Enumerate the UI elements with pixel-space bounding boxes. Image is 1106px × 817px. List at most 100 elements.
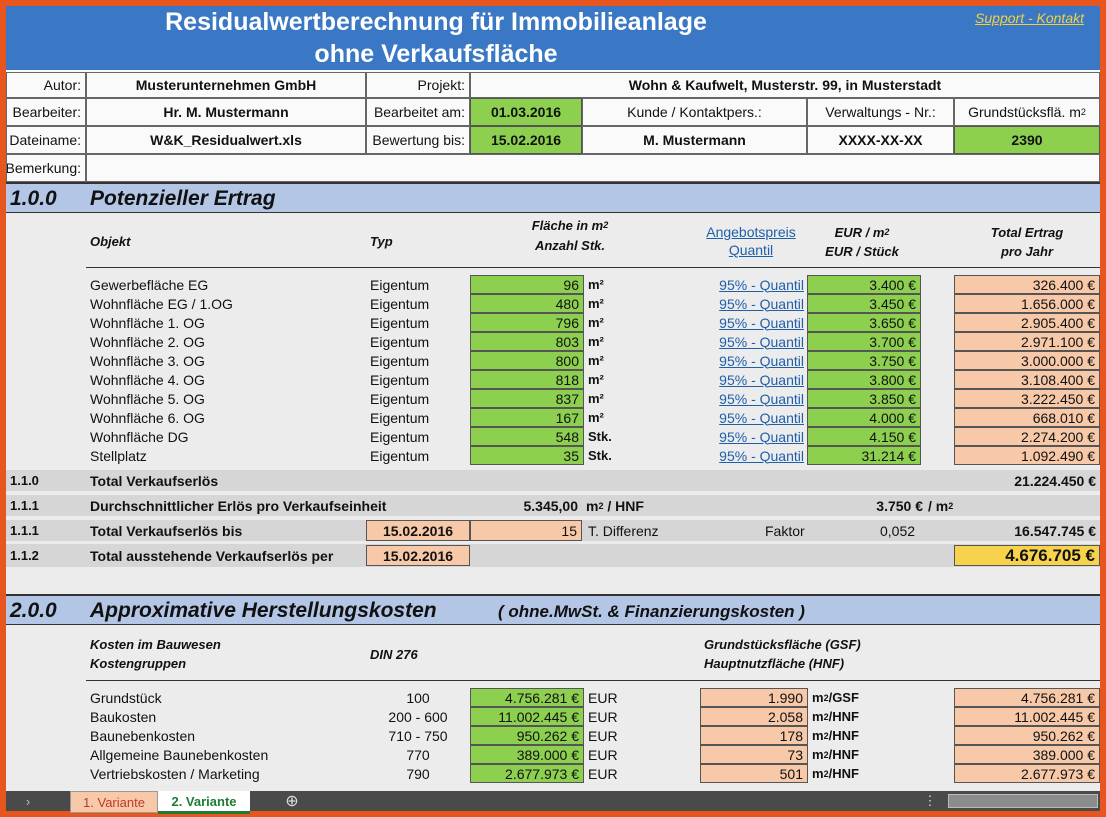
quantil-link[interactable]: 95% - Quantil	[719, 333, 804, 350]
kosten-currency: EUR	[588, 689, 618, 706]
sheet-tab-bar: › 1. Variante 2. Variante ⊕ ⋮	[6, 791, 1100, 814]
objekt-einheit: m²	[588, 334, 604, 349]
kosten-pro-flaeche: 2.058	[700, 707, 808, 726]
col-quantil-header[interactable]: Quantil	[728, 242, 774, 258]
kosten-total: 4.756.281 €	[954, 688, 1100, 707]
aus-label: Total ausstehende Verkaufserlös per	[90, 547, 334, 564]
kosten-currency: EUR	[588, 746, 618, 763]
col-kosten-header: Kosten im Bauwesen	[90, 636, 221, 652]
objekt-typ: Eigentum	[370, 295, 430, 312]
objekt-menge[interactable]: 548	[470, 427, 584, 446]
section-1-header: 1.0.0 Potenzieller Ertrag	[6, 182, 1100, 213]
kunde-value[interactable]: M. Mustermann	[582, 126, 807, 154]
kosten-din: 100	[406, 689, 430, 706]
kosten-unit: m 2/HNF	[812, 747, 859, 762]
col-angebot-header[interactable]: Angebotspreis	[706, 224, 796, 240]
tab-scroll-right-icon[interactable]: ›	[25, 793, 31, 809]
objekt-menge[interactable]: 96	[470, 275, 584, 294]
horizontal-scrollbar[interactable]	[946, 791, 1100, 811]
objekt-menge[interactable]: 796	[470, 313, 584, 332]
quantil-link[interactable]: 95% - Quantil	[719, 314, 804, 331]
objekt-preis[interactable]: 3.450 €	[807, 294, 921, 313]
objekt-einheit: m²	[588, 353, 604, 368]
quantil-link[interactable]: 95% - Quantil	[719, 428, 804, 445]
objekt-total: 2.971.100 €	[954, 332, 1100, 351]
objekt-preis[interactable]: 3.400 €	[807, 275, 921, 294]
objekt-preis[interactable]: 4.150 €	[807, 427, 921, 446]
sheet-header: Residualwertberechnung für Immobilieanla…	[6, 6, 1100, 70]
objekt-einheit: Stk.	[588, 429, 612, 444]
quantil-link[interactable]: 95% - Quantil	[719, 352, 804, 369]
quantil-link[interactable]: 95% - Quantil	[719, 390, 804, 407]
tab-variante-1[interactable]: 1. Variante	[70, 791, 158, 813]
avg-erloes-row: 1.1.1 Durchschnittlicher Erlös pro Verka…	[6, 495, 1100, 516]
kosten-betrag[interactable]: 4.756.281 €	[470, 688, 584, 707]
objekt-preis[interactable]: 3.650 €	[807, 313, 921, 332]
quantil-link[interactable]: 95% - Quantil	[719, 371, 804, 388]
objekt-menge[interactable]: 800	[470, 351, 584, 370]
kosten-total: 389.000 €	[954, 745, 1100, 764]
avg-num: 1.1.1	[10, 498, 39, 513]
bearbeiter-value[interactable]: Hr. M. Mustermann	[86, 98, 366, 126]
kosten-pro-flaeche: 73	[700, 745, 808, 764]
kosten-name: Vertriebskosten / Marketing	[90, 765, 260, 782]
bis-label: Total Verkaufserlös bis	[90, 522, 243, 539]
autor-value[interactable]: Musterunternehmen GmbH	[86, 72, 366, 98]
bearbeiter-label: Bearbeiter:	[6, 98, 86, 126]
kosten-betrag[interactable]: 389.000 €	[470, 745, 584, 764]
section-2-subtitle: ( ohne.MwSt. & Finanzierungskosten )	[498, 602, 805, 621]
bearbeitet-date[interactable]: 01.03.2016	[470, 98, 582, 126]
kosten-din: 790	[406, 765, 430, 782]
kosten-unit: m 2/GSF	[812, 690, 859, 705]
kosten-unit: m 2/HNF	[812, 728, 859, 743]
aus-num: 1.1.2	[10, 548, 39, 563]
objekt-name: Wohnfläche 1. OG	[90, 314, 205, 331]
section-2-header: 2.0.0 Approximative Herstellungskosten (…	[6, 594, 1100, 625]
aus-date[interactable]: 15.02.2016	[366, 545, 470, 566]
kosten-betrag[interactable]: 11.002.445 €	[470, 707, 584, 726]
grundstueck-value[interactable]: 2390	[954, 126, 1100, 154]
objekt-menge[interactable]: 480	[470, 294, 584, 313]
sheet-title-line2: ohne Verkaufsfläche	[314, 40, 558, 68]
verwaltung-value[interactable]: XXXX-XX-XX	[807, 126, 954, 154]
objekt-preis[interactable]: 3.850 €	[807, 389, 921, 408]
objekt-preis[interactable]: 31.214 €	[807, 446, 921, 465]
bewertung-date[interactable]: 15.02.2016	[470, 126, 582, 154]
dateiname-value[interactable]: W&K_Residualwert.xls	[86, 126, 366, 154]
avg-price: 3.750 €	[876, 497, 923, 514]
objekt-name: Wohnfläche 2. OG	[90, 333, 205, 350]
kosten-currency: EUR	[588, 727, 618, 744]
objekt-preis[interactable]: 4.000 €	[807, 408, 921, 427]
more-options-icon[interactable]: ⋮	[923, 793, 937, 808]
quantil-link[interactable]: 95% - Quantil	[719, 276, 804, 293]
objekt-preis[interactable]: 3.750 €	[807, 351, 921, 370]
quantil-link[interactable]: 95% - Quantil	[719, 409, 804, 426]
objekt-menge[interactable]: 818	[470, 370, 584, 389]
tab-variante-2[interactable]: 2. Variante	[158, 791, 250, 814]
quantil-link[interactable]: 95% - Quantil	[719, 295, 804, 312]
kosten-betrag[interactable]: 950.262 €	[470, 726, 584, 745]
bis-date[interactable]: 15.02.2016	[366, 520, 470, 541]
objekt-preis[interactable]: 3.700 €	[807, 332, 921, 351]
objekt-preis[interactable]: 3.800 €	[807, 370, 921, 389]
quantil-link[interactable]: 95% - Quantil	[719, 447, 804, 464]
support-contact-link[interactable]: Support - Kontakt	[975, 10, 1084, 26]
kosten-pro-flaeche: 178	[700, 726, 808, 745]
objekt-menge[interactable]: 167	[470, 408, 584, 427]
objekt-menge[interactable]: 837	[470, 389, 584, 408]
dateiname-label: Dateiname:	[6, 126, 86, 154]
kunde-label: Kunde / Kontaktpers.:	[582, 98, 807, 126]
objekt-typ: Eigentum	[370, 409, 430, 426]
objekt-menge[interactable]: 803	[470, 332, 584, 351]
projekt-value[interactable]: Wohn & Kaufwelt, Musterstr. 99, in Muste…	[470, 72, 1100, 98]
bemerkung-field[interactable]	[86, 154, 1100, 182]
section-1-title: Potenzieller Ertrag	[90, 187, 276, 210]
add-sheet-icon[interactable]: ⊕	[285, 793, 299, 810]
kosten-betrag[interactable]: 2.677.973 €	[470, 764, 584, 783]
objekt-menge[interactable]: 35	[470, 446, 584, 465]
col-objekt-header: Objekt	[90, 233, 131, 249]
objekt-typ: Eigentum	[370, 447, 430, 464]
bis-value: 16.547.745 €	[1014, 522, 1096, 539]
